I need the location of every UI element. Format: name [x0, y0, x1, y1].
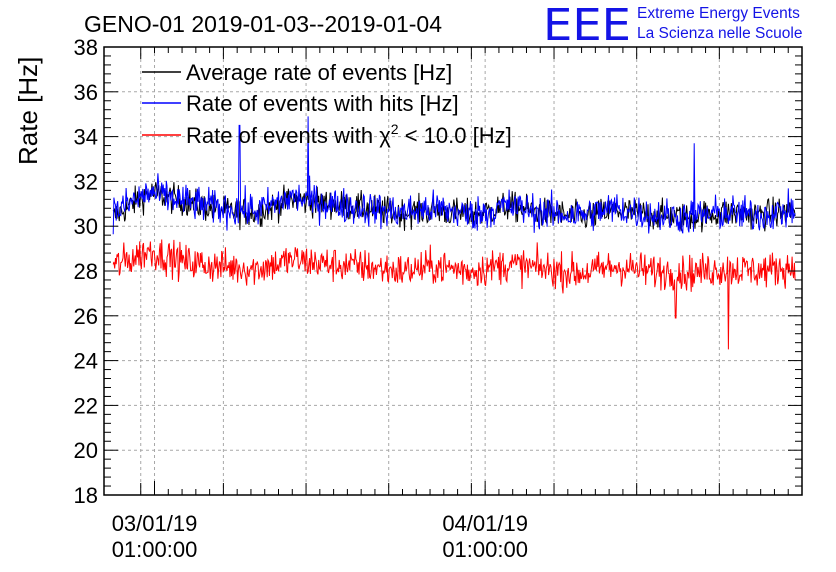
y-tick-label: 34: [74, 125, 98, 150]
x-tick-label-time: 01:00:00: [442, 537, 528, 562]
chart-title: GENO-01 2019-01-03--2019-01-04: [84, 11, 442, 37]
x-tick-label-date: 04/01/19: [442, 511, 528, 536]
y-axis-label: Rate [Hz]: [13, 57, 43, 165]
y-tick-label: 24: [74, 349, 98, 374]
eee-logo-letters: EEE: [543, 0, 631, 51]
grid: [104, 47, 803, 495]
series-layer: [112, 116, 796, 350]
y-tick-label: 18: [74, 483, 98, 508]
y-tick-label: 32: [74, 169, 98, 194]
y-tick-label: 20: [74, 438, 98, 463]
eee-logo-line1: Extreme Energy Events: [637, 5, 800, 22]
x-tick-label-date: 03/01/19: [112, 511, 198, 536]
axes: 182022242628303234363803/01/1901:00:0004…: [74, 35, 803, 562]
y-tick-label: 28: [74, 259, 98, 284]
y-tick-label: 30: [74, 214, 98, 239]
y-tick-label: 26: [74, 304, 98, 329]
series-line-chi2: [112, 239, 796, 350]
eee-logo: EEE Extreme Energy Events La Scienza nel…: [543, 0, 802, 51]
eee-logo-line2: La Scienza nelle Scuole: [637, 25, 802, 42]
series-line-hits: [112, 116, 796, 235]
legend-label-average: Average rate of events [Hz]: [186, 60, 452, 85]
plot-frame: [103, 46, 803, 496]
legend: Average rate of events [Hz] Rate of even…: [142, 60, 512, 148]
y-tick-label: 36: [74, 80, 98, 105]
x-tick-label-time: 01:00:00: [112, 537, 198, 562]
y-tick-label: 22: [74, 393, 98, 418]
y-tick-label: 38: [74, 35, 98, 60]
legend-label-chi2: Rate of events with χ2 < 10.0 [Hz]: [186, 121, 512, 148]
legend-label-hits: Rate of events with hits [Hz]: [186, 91, 459, 116]
